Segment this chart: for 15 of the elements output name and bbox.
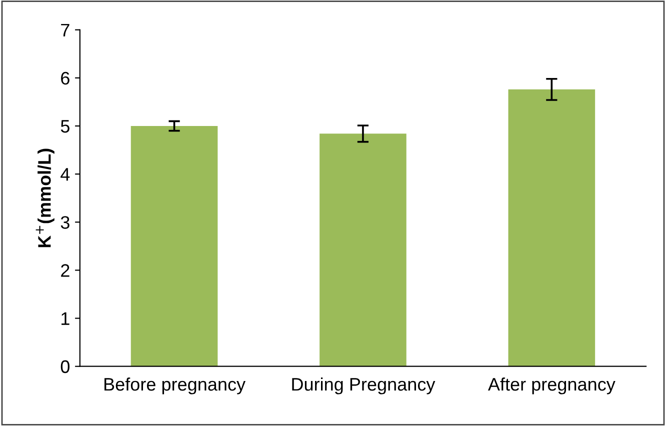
y-tick-label: 3 — [60, 216, 70, 229]
y-tick-label: 5 — [60, 120, 70, 133]
y-tick-label: 7 — [61, 24, 70, 36]
bar — [130, 126, 218, 366]
y-axis-title: K$^{+}$(mmol/L) — [36, 148, 54, 248]
y-tick-label: 1 — [62, 312, 70, 325]
y-tick-label: 0 — [60, 360, 70, 374]
y-tick-label: 2 — [61, 264, 70, 277]
y-tick-label: 6 — [61, 72, 70, 85]
x-tick-label: After pregnancy — [488, 377, 616, 394]
x-tick-label: During Pregnancy — [292, 377, 436, 394]
x-tick-label: Before pregnancy — [104, 377, 246, 394]
bar — [508, 89, 596, 366]
y-tick-label: 4 — [60, 168, 70, 181]
bar — [320, 134, 406, 366]
